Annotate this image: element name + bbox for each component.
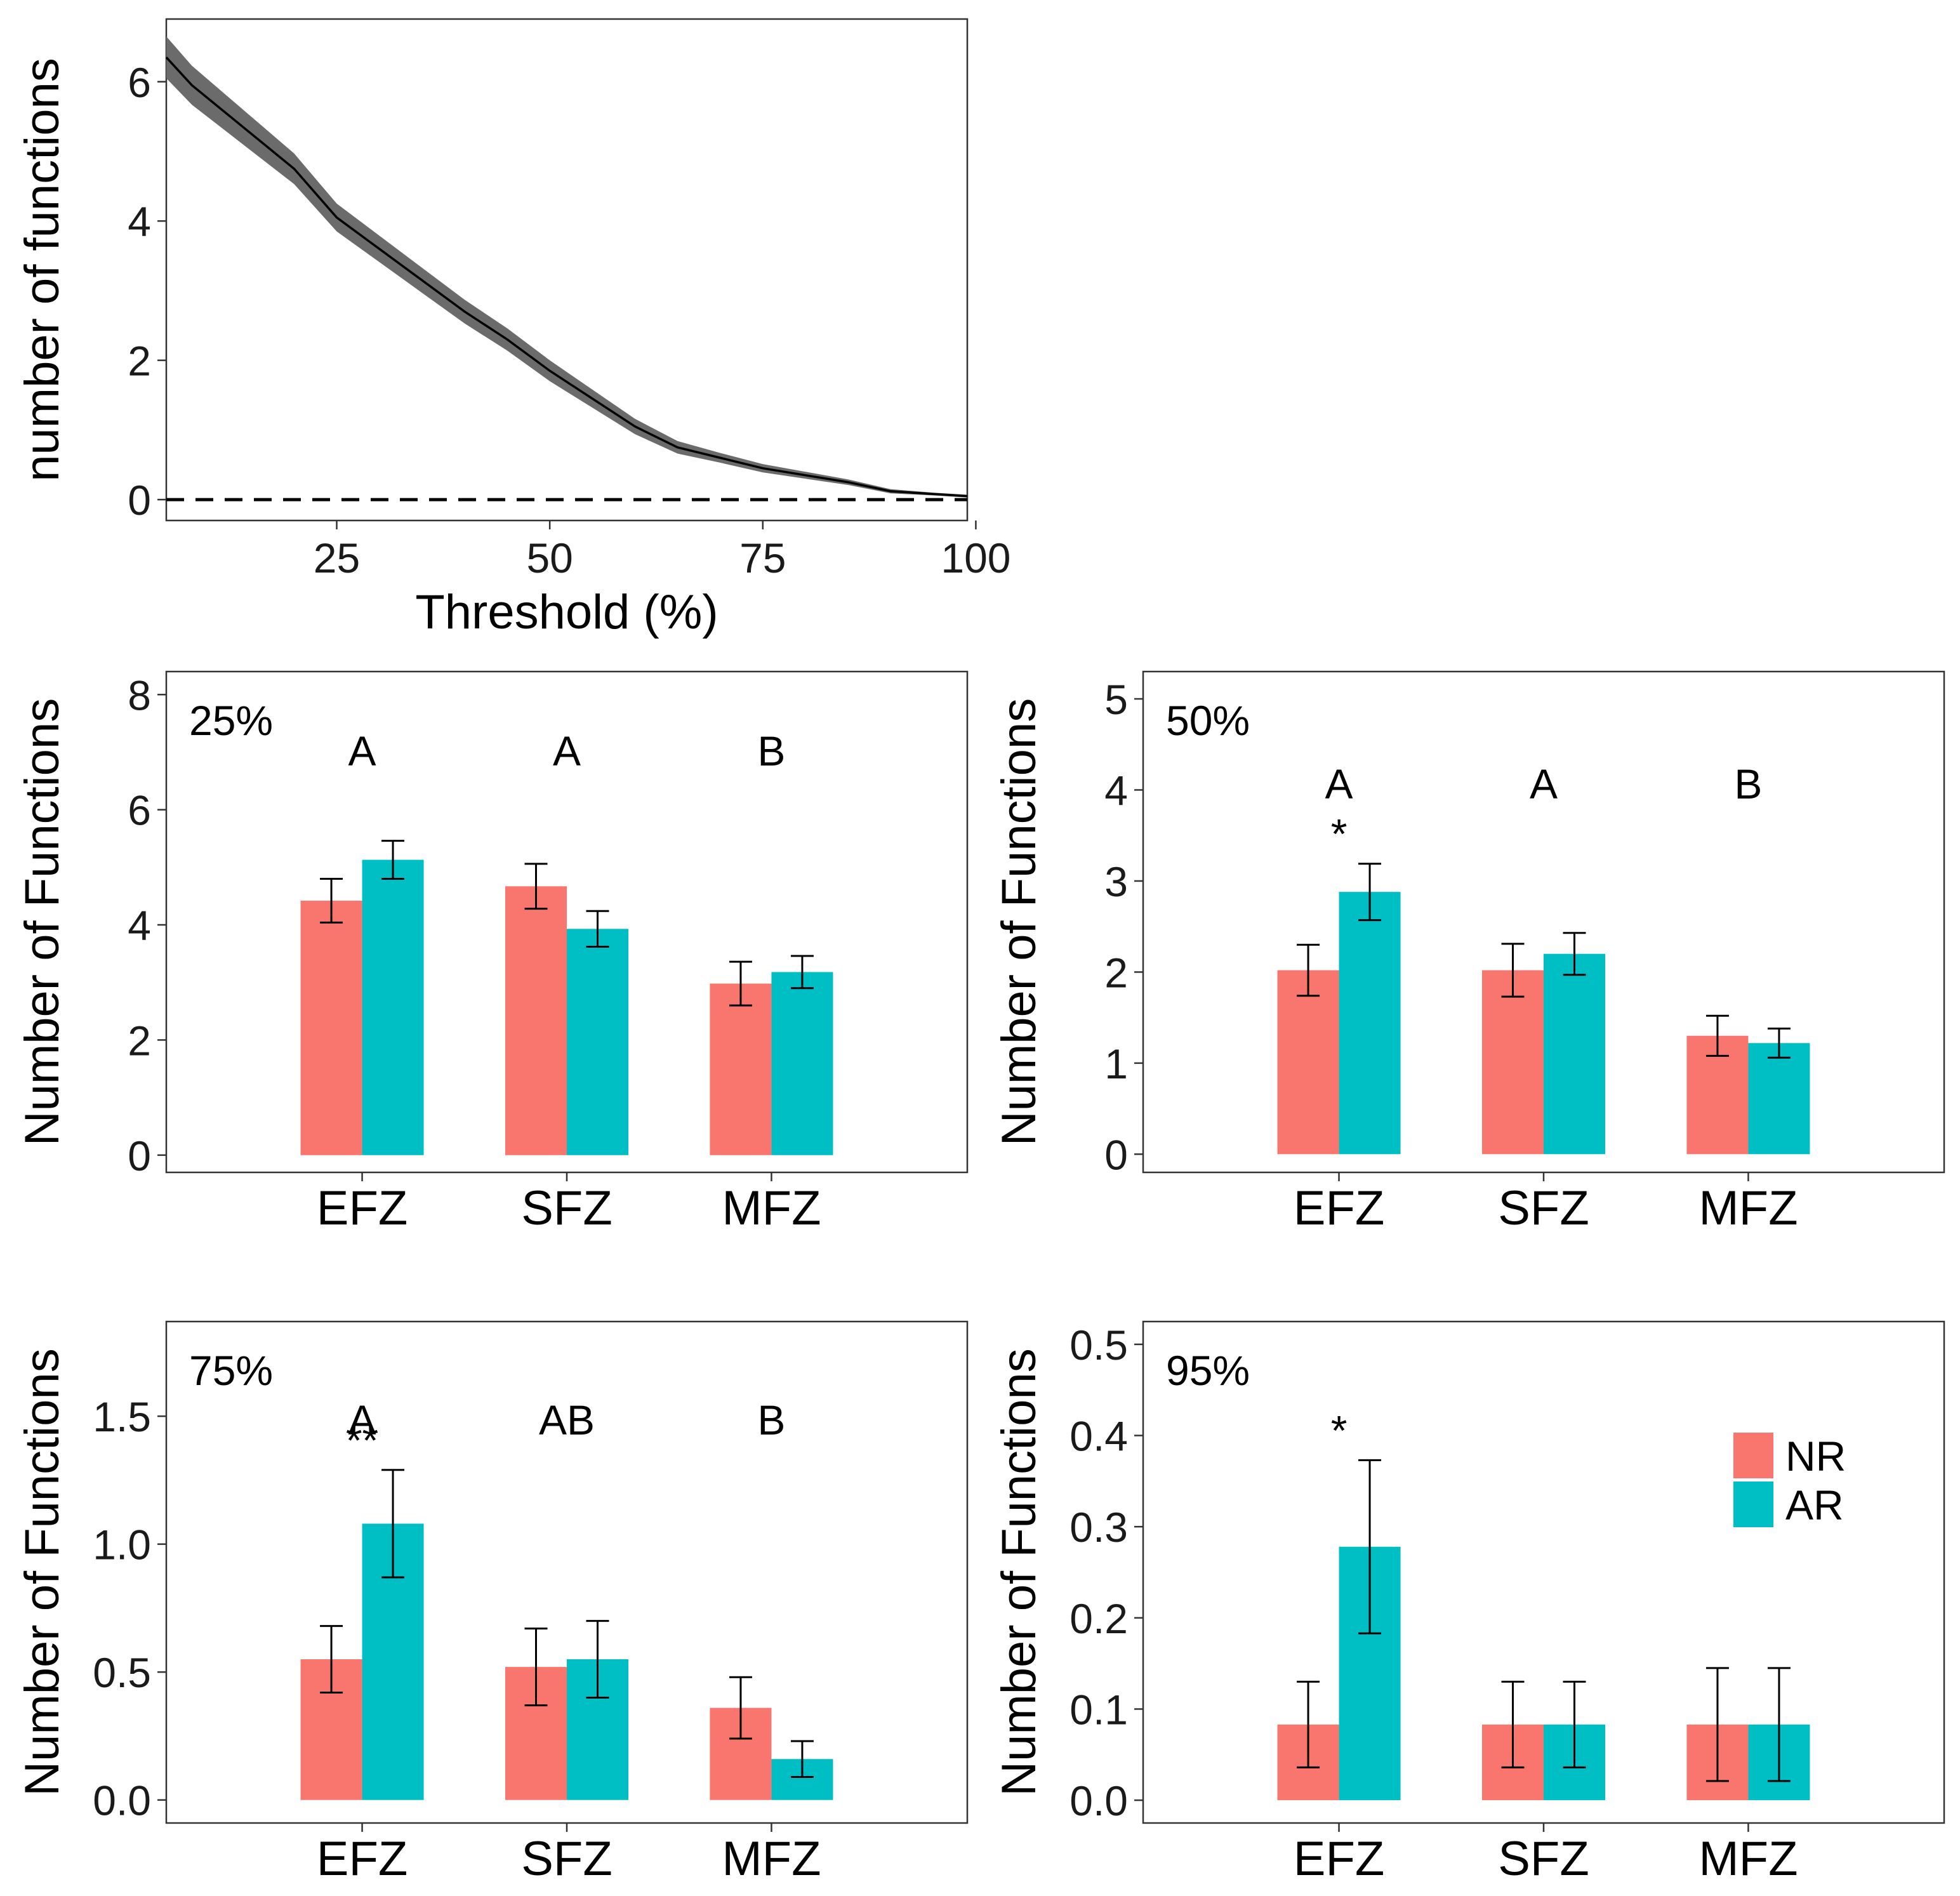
x-tick-label: MFZ <box>1698 1832 1798 1886</box>
bar-panel-25: 0 2 4 6 8 EFZ SFZ MFZ Number of Functions 25% A A B <box>15 670 969 1235</box>
bar-ar-efz <box>362 859 424 1155</box>
x-tick-label: EFZ <box>317 1181 408 1235</box>
y-axis-label: Number of Functions <box>15 1348 69 1796</box>
x-tick-label: SFZ <box>1498 1181 1589 1235</box>
y-tick-label: 1.5 <box>93 1393 151 1440</box>
y-axis-label: number of functions <box>15 58 69 482</box>
mean-line <box>165 56 968 498</box>
x-tick-label: EFZ <box>1294 1181 1385 1235</box>
legend-swatch-nr <box>1733 1433 1773 1478</box>
significance-marker: * <box>1331 1407 1348 1454</box>
y-tick-label: 2 <box>128 1017 151 1064</box>
bar-nr-sfz <box>505 886 567 1155</box>
y-tick-label: 0.5 <box>1069 1322 1128 1369</box>
group-letter: B <box>1734 760 1762 807</box>
x-tick-label: MFZ <box>722 1832 821 1886</box>
bar-nr-efz <box>300 900 362 1155</box>
bar-ar-mfz <box>1748 1043 1810 1155</box>
y-tick-label: 0.0 <box>93 1777 151 1824</box>
x-tick-label: MFZ <box>1698 1181 1798 1235</box>
x-tick-label: 100 <box>941 534 1010 581</box>
bar-nr-sfz <box>1482 970 1544 1155</box>
group-letter: AB <box>539 1396 595 1443</box>
significance-marker: ** <box>346 1417 378 1464</box>
y-tick-label: 0.4 <box>1069 1413 1128 1460</box>
y-tick-label: 0 <box>1104 1131 1128 1178</box>
panel-threshold-label: 50% <box>1166 697 1250 744</box>
significance-marker: * <box>1331 811 1348 858</box>
y-tick-label: 4 <box>1104 767 1128 814</box>
y-tick-label: 5 <box>1104 676 1128 723</box>
x-tick-label: SFZ <box>521 1832 612 1886</box>
x-tick-label: SFZ <box>521 1181 612 1235</box>
y-tick-label: 0.3 <box>1069 1504 1128 1551</box>
bar-ar-sfz <box>567 929 628 1155</box>
bar-nr-efz <box>1277 970 1339 1155</box>
y-tick-label: 4 <box>128 198 151 245</box>
y-tick-label: 0.5 <box>93 1649 151 1696</box>
threshold-line-panel: 0 2 4 6 25 50 75 100 Threshold (%) number of func… <box>15 18 1010 639</box>
x-tick-label: EFZ <box>317 1832 408 1886</box>
x-tick-label: MFZ <box>722 1181 821 1235</box>
legend-swatch-ar <box>1733 1482 1773 1527</box>
x-tick-label: EFZ <box>1294 1832 1385 1886</box>
y-tick-label: 0 <box>128 1132 151 1179</box>
y-tick-label: 4 <box>128 902 151 949</box>
bar-panel-50: 0 1 2 3 4 5 EFZ SFZ MFZ Number of Functions 50% A A B… <box>992 670 1945 1235</box>
y-tick-label: 2 <box>128 338 151 385</box>
bar-panel-95: 0.0 0.1 0.2 0.3 0.4 0.5 EFZ SFZ MFZ Number of Fun… <box>992 1320 1945 1886</box>
x-tick-label: 50 <box>526 534 573 581</box>
bar-ar-sfz <box>1544 953 1605 1155</box>
y-tick-label: 0 <box>128 477 151 524</box>
y-tick-label: 6 <box>128 59 151 106</box>
bar-nr-mfz <box>710 983 772 1155</box>
group-letter: A <box>1530 760 1558 807</box>
bar-ar-mfz <box>771 972 833 1155</box>
panel-threshold-label: 75% <box>189 1347 273 1394</box>
group-letter: A <box>1325 760 1353 807</box>
x-tick-label: 25 <box>314 534 360 581</box>
y-tick-label: 0.1 <box>1069 1686 1128 1733</box>
bar-ar-efz <box>1339 892 1401 1155</box>
group-letter: B <box>757 1396 785 1443</box>
legend-label: NR <box>1785 1433 1846 1480</box>
y-tick-label: 1 <box>1104 1040 1128 1087</box>
x-tick-label: 75 <box>739 534 786 581</box>
y-tick-label: 3 <box>1104 858 1128 905</box>
plot-frame <box>165 18 969 522</box>
x-tick-label: SFZ <box>1498 1832 1589 1886</box>
group-letter: A <box>553 727 581 774</box>
y-axis-label: Number of Functions <box>15 698 69 1146</box>
x-axis-label: Threshold (%) <box>415 585 718 639</box>
y-tick-label: 0.0 <box>1069 1777 1128 1824</box>
group-letter: A <box>348 727 376 774</box>
y-tick-label: 1.0 <box>93 1521 151 1568</box>
y-axis-label: Number of Functions <box>992 1348 1046 1796</box>
bar-panel-75: 0.0 0.5 1.0 1.5 EFZ SFZ MFZ Number of Functions… <box>15 1320 969 1886</box>
y-tick-label: 2 <box>1104 949 1128 996</box>
panel-threshold-label: 25% <box>189 697 273 744</box>
group-letter: B <box>757 727 785 774</box>
y-axis-label: Number of Functions <box>992 698 1046 1146</box>
y-tick-label: 8 <box>128 672 151 719</box>
group-letter: A <box>348 1396 376 1443</box>
panel-threshold-label: 95% <box>1166 1347 1250 1394</box>
legend-label: AR <box>1785 1482 1844 1528</box>
y-tick-label: 0.2 <box>1069 1595 1128 1642</box>
y-tick-label: 6 <box>128 787 151 834</box>
